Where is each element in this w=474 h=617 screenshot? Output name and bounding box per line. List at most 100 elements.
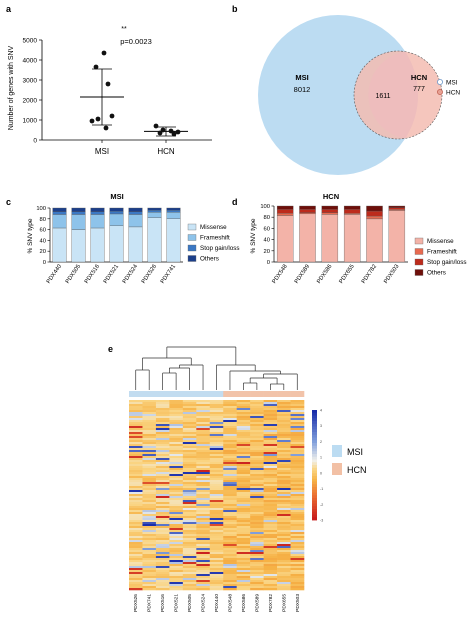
heatmap-cell	[169, 484, 184, 487]
color-scale-step	[312, 448, 317, 452]
heatmap-cell	[290, 522, 305, 525]
heatmap-cell	[223, 404, 237, 407]
panel-a-ylabel: Number of genes with SNV	[8, 45, 15, 130]
heatmap-cell	[196, 432, 211, 435]
heatmap-cell	[223, 560, 237, 563]
heatmap-cell	[263, 484, 278, 487]
heatmap-cell	[236, 404, 251, 407]
heatmap-cell	[263, 486, 278, 489]
panel-a-ytick-label: 2000	[23, 97, 38, 104]
heatmap-cell	[236, 458, 251, 461]
heatmap-cell	[277, 402, 291, 405]
heatmap-cell	[209, 554, 224, 557]
heatmap-cell	[142, 452, 157, 455]
heatmap-cell	[209, 544, 224, 547]
bar-segment	[52, 207, 67, 212]
heatmap-cell	[290, 422, 305, 425]
heatmap-cell	[155, 530, 170, 533]
heatmap-cell	[182, 510, 197, 513]
heatmap-cell	[236, 540, 251, 543]
heatmap-cell	[290, 492, 305, 495]
heatmap-cell	[236, 548, 251, 551]
heatmap-cell	[290, 514, 305, 517]
heatmap-cell	[223, 568, 237, 571]
legend-swatch	[414, 258, 424, 266]
venn-legend-hcn-marker	[437, 89, 443, 95]
heatmap-cell	[182, 492, 197, 495]
heatmap-cell	[277, 452, 291, 455]
heatmap-cell	[236, 586, 251, 589]
heatmap-cell	[277, 446, 291, 449]
heatmap-cell	[290, 552, 305, 555]
heatmap-cell	[250, 558, 264, 561]
heatmap-cell	[209, 402, 224, 405]
heatmap-cell	[250, 502, 264, 505]
heatmap-cell	[182, 404, 197, 407]
heatmap-cell	[155, 514, 170, 517]
heatmap-cell	[277, 564, 291, 567]
heatmap-cell	[277, 510, 291, 513]
heatmap-cell	[182, 424, 197, 427]
bar-segment	[128, 214, 143, 228]
heatmap-cell	[155, 472, 170, 475]
heatmap-cell	[223, 500, 237, 503]
heatmap-cell	[250, 452, 264, 455]
heatmap-cell	[169, 472, 184, 475]
heatmap-cell	[263, 406, 278, 409]
heatmap-cell	[169, 442, 184, 445]
heatmap-cell	[196, 552, 211, 555]
heatmap-cell	[263, 452, 278, 455]
heatmap-cell	[129, 556, 143, 559]
heatmap-cell	[250, 498, 264, 501]
panel-c-legend: Missense Frameshift Stop gain/loss Others	[187, 223, 240, 263]
heatmap-cell	[250, 576, 264, 579]
heatmap-cell	[223, 412, 237, 415]
heatmap-cell	[142, 458, 157, 461]
group-cell	[236, 391, 251, 397]
heatmap-cell	[263, 564, 278, 567]
heatmap-cell	[182, 558, 197, 561]
heatmap-cell	[196, 422, 211, 425]
heatmap-cell	[155, 414, 170, 417]
heatmap-cell	[236, 456, 251, 459]
heatmap-cell	[129, 422, 143, 425]
heatmap-cell	[263, 480, 278, 483]
heatmap-cell	[155, 444, 170, 447]
dendrogram	[135, 346, 298, 390]
heatmap-cell	[129, 484, 143, 487]
heatmap-cell	[236, 444, 251, 447]
heatmap-cell	[236, 416, 251, 419]
heatmap-cell	[236, 426, 251, 429]
heatmap-cell	[196, 516, 211, 519]
heatmap-cell	[209, 426, 224, 429]
heatmap-cell	[277, 454, 291, 457]
heatmap-cell	[250, 528, 264, 531]
heatmap-cell	[250, 474, 264, 477]
heatmap-cell	[236, 578, 251, 581]
heatmap-cell	[223, 586, 237, 589]
panel-a-ytick-label: 0	[33, 137, 37, 144]
heatmap-cell	[236, 556, 251, 559]
heatmap-cell	[223, 438, 237, 441]
heatmap-cell	[129, 472, 143, 475]
heatmap-cell	[250, 446, 264, 449]
heatmap-cell	[277, 544, 291, 547]
heatmap-cell	[155, 446, 170, 449]
heatmap-cell	[223, 528, 237, 531]
heatmap-cell	[129, 424, 143, 427]
heatmap-cell	[236, 528, 251, 531]
color-scale-step	[312, 476, 317, 480]
heatmap-cell	[209, 508, 224, 511]
heatmap-cell	[129, 448, 143, 451]
heatmap-cell	[263, 498, 278, 501]
heatmap-cell	[182, 538, 197, 541]
heatmap-cell	[277, 552, 291, 555]
heatmap-cell	[209, 470, 224, 473]
heatmap-cell	[223, 572, 237, 575]
heatmap-cell	[155, 574, 170, 577]
heatmap-cell	[250, 424, 264, 427]
panel-c: c MSI % SNV type 0 20 40 60 80 100 PDX440 PDX50…	[6, 192, 240, 285]
heatmap-cell	[263, 584, 278, 587]
heatmap-cell	[169, 546, 184, 549]
heatmap-cell	[182, 442, 197, 445]
